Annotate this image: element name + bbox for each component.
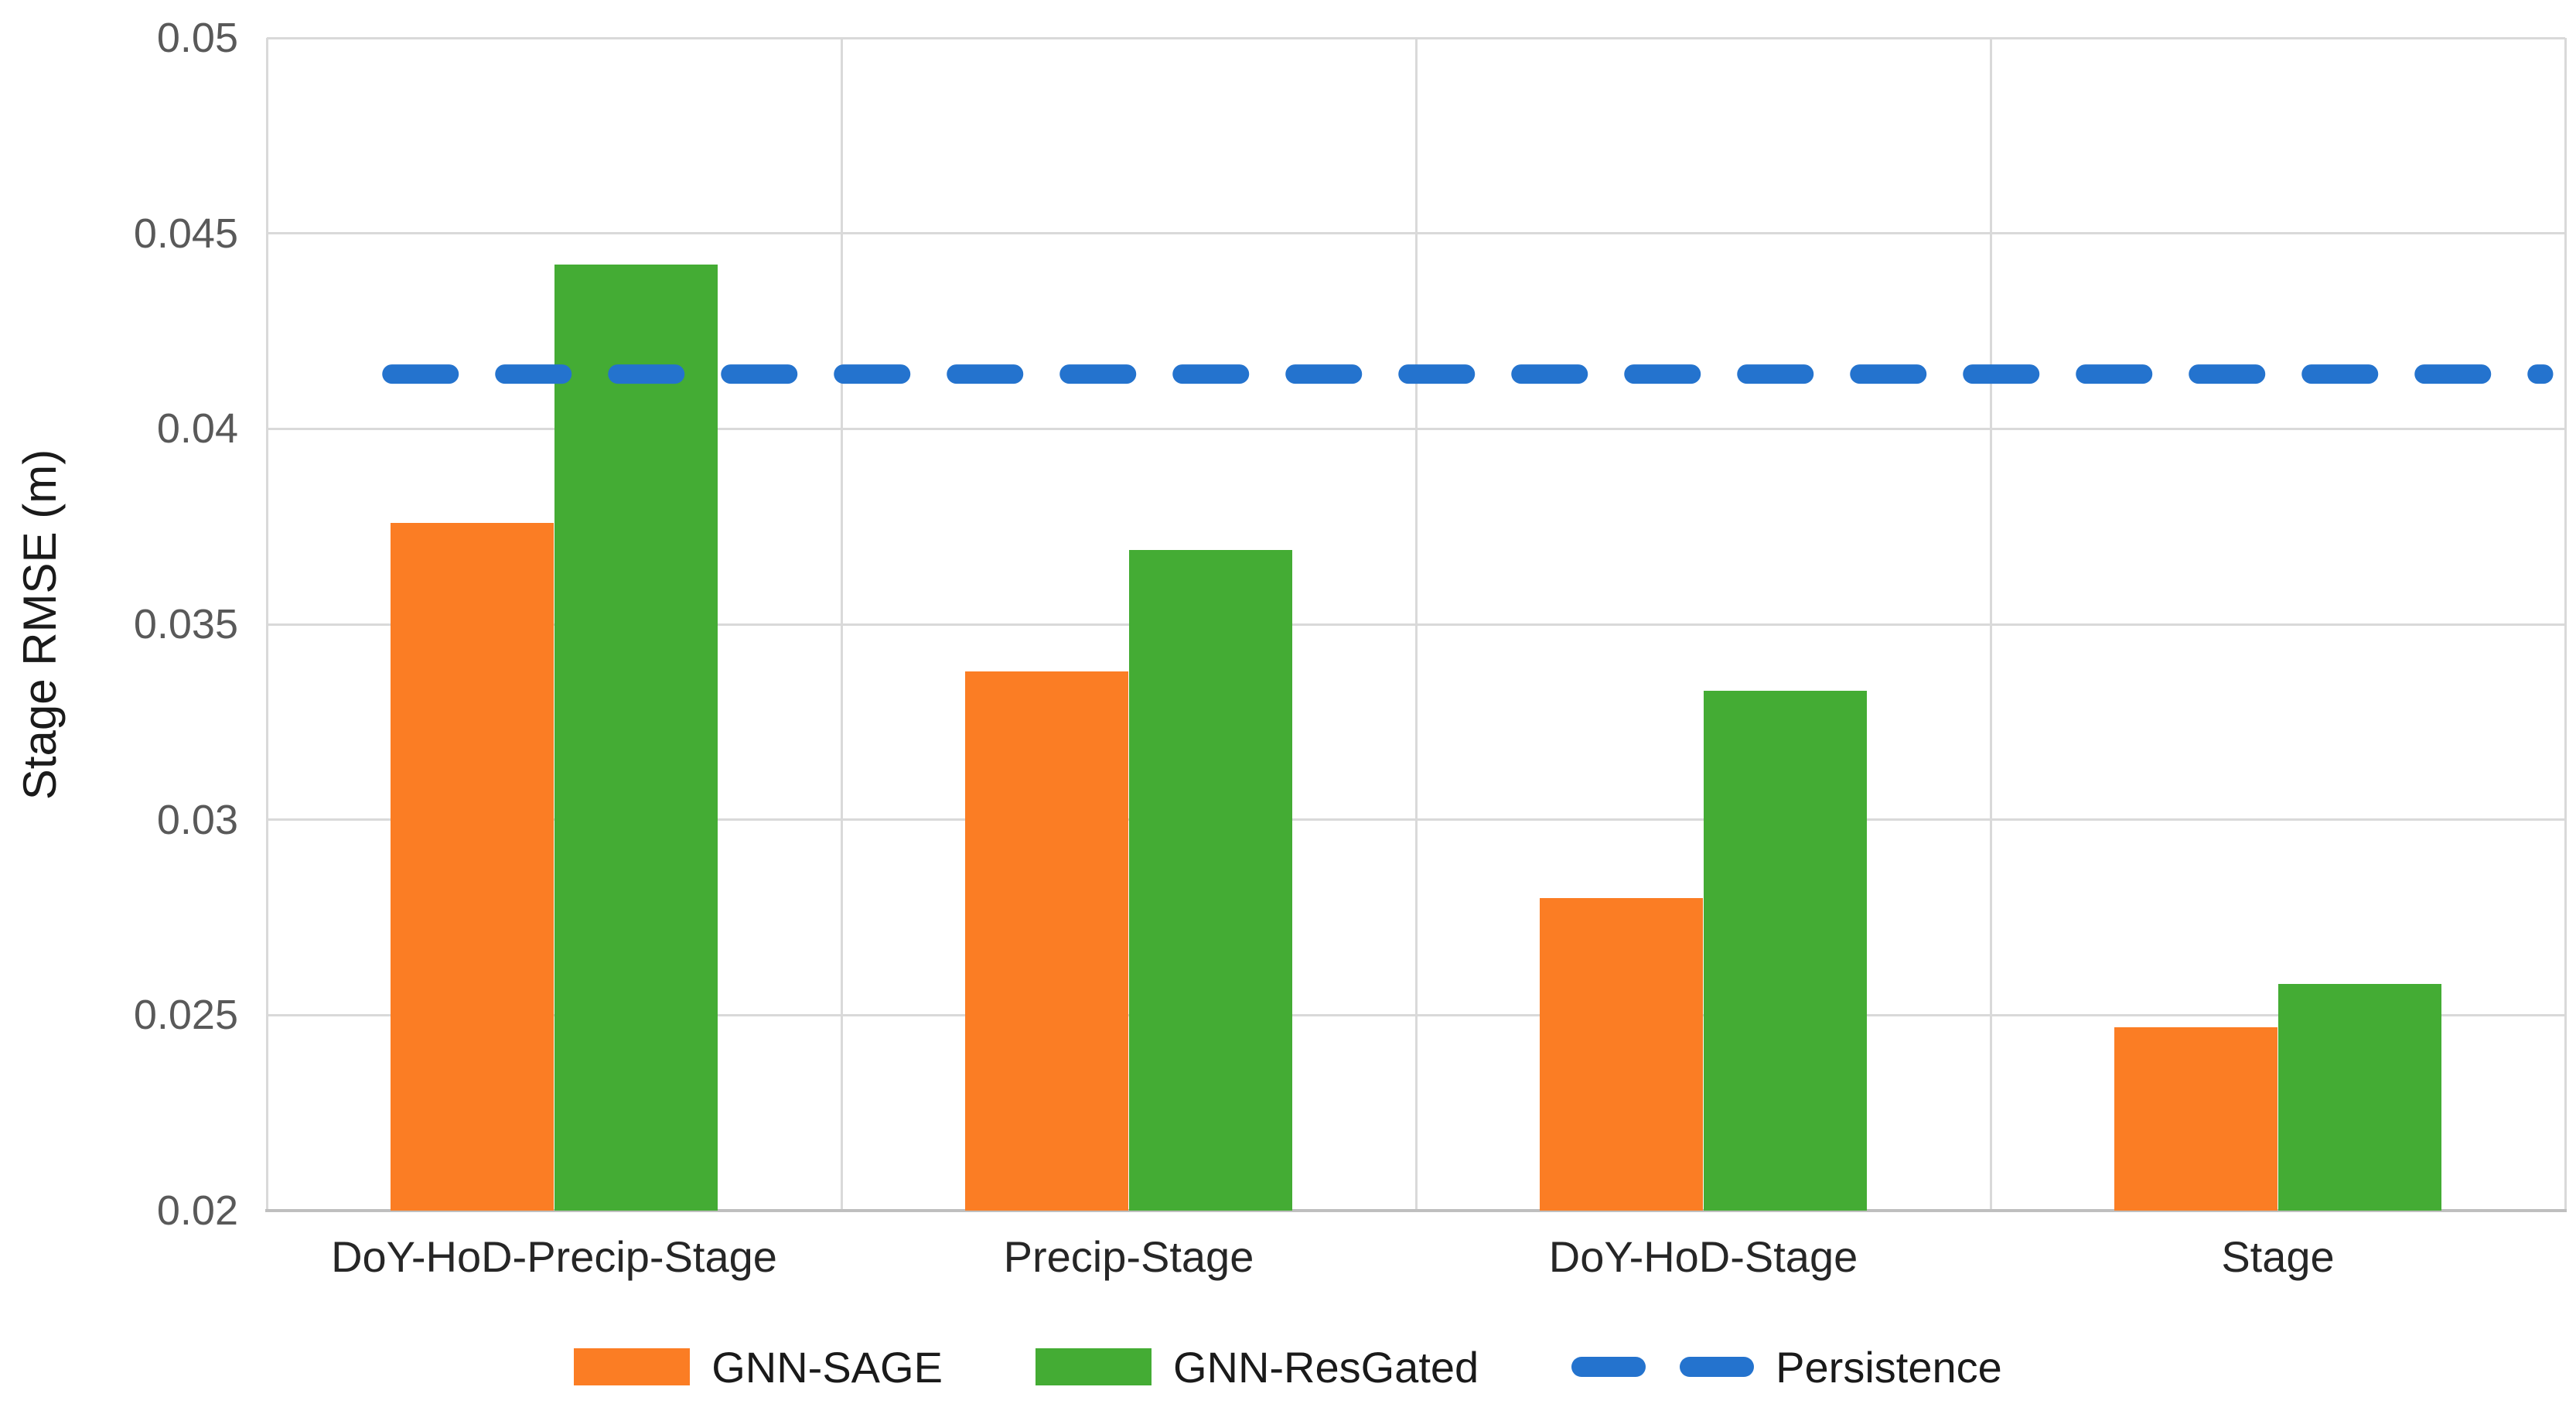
bar-gnn-sage (1539, 897, 1704, 1211)
legend-label-persistence: Persistence (1776, 1342, 2002, 1392)
gnn-sage-swatch-icon (574, 1348, 691, 1385)
gridline-v (1414, 38, 1418, 1211)
x-category-label: DoY-HoD-Stage (1548, 1232, 1858, 1281)
legend-item-gnn-resgated: GNN-ResGated (1035, 1342, 1479, 1392)
gridline-v (265, 38, 268, 1211)
gridline-v (840, 38, 843, 1211)
x-category-label: Precip-Stage (1003, 1232, 1254, 1281)
gnn-resgated-swatch-icon (1035, 1348, 1152, 1385)
y-axis-title-wrap: Stage RMSE (m) (9, 38, 71, 1211)
bar-gnn-resgated (1703, 690, 1868, 1211)
gridline-v (1989, 38, 1992, 1211)
bar-gnn-sage (2114, 1026, 2278, 1211)
legend-item-gnn-sage: GNN-SAGE (574, 1342, 943, 1392)
bar-gnn-resgated (1128, 550, 1293, 1211)
bar-gnn-resgated (2277, 983, 2442, 1211)
persistence-line (382, 364, 2554, 384)
bar-gnn-resgated (554, 265, 718, 1211)
persistence-dash-icon (1571, 1357, 1755, 1377)
bar-gnn-sage (390, 522, 554, 1211)
x-category-label: DoY-HoD-Precip-Stage (331, 1232, 777, 1281)
legend-label-gnn-sage: GNN-SAGE (711, 1342, 943, 1392)
bar-gnn-sage (964, 671, 1129, 1211)
x-axis-category-labels: DoY-HoD-Precip-Stage Precip-Stage DoY-HoD-… (267, 1231, 2565, 1301)
plot-area (265, 36, 2567, 1212)
x-category-label: Stage (2221, 1232, 2335, 1281)
legend-item-persistence: Persistence (1571, 1342, 2002, 1392)
legend-label-gnn-resgated: GNN-ResGated (1172, 1342, 1479, 1392)
y-axis-title: Stage RMSE (m) (14, 449, 67, 800)
x-axis-line (265, 1209, 2567, 1212)
legend: GNN-SAGE GNN-ResGated Persistence (0, 1332, 2576, 1402)
gridline-v (2564, 38, 2567, 1211)
